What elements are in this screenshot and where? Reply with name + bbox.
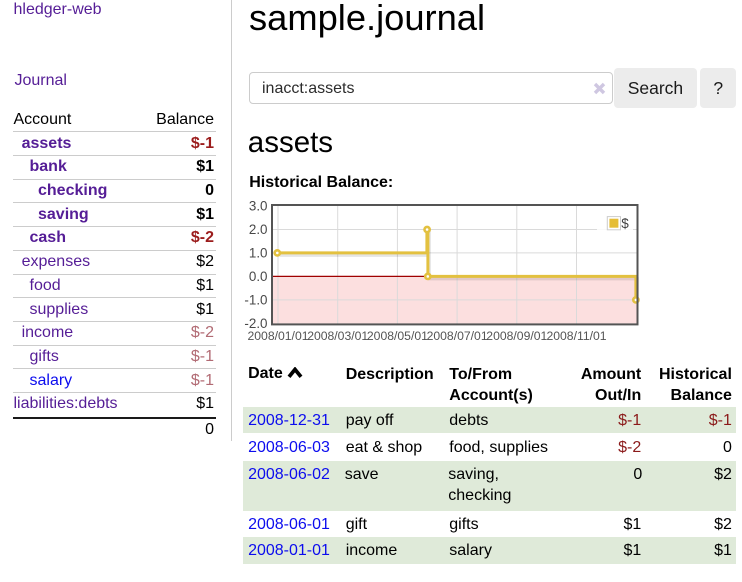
- svg-text:2008/11/01: 2008/11/01: [546, 329, 606, 343]
- svg-text:-2.0: -2.0: [244, 316, 267, 331]
- svg-text:2008/05/01: 2008/05/01: [367, 329, 428, 343]
- svg-text:$: $: [621, 216, 629, 231]
- svg-text:2008/01/01: 2008/01/01: [248, 329, 309, 343]
- svg-text:2.0: 2.0: [249, 222, 268, 237]
- svg-text:2008/03/01: 2008/03/01: [307, 329, 368, 343]
- svg-text:2008/09/01: 2008/09/01: [486, 329, 547, 343]
- svg-text:2008/07/01: 2008/07/01: [427, 329, 488, 343]
- svg-text:3.0: 3.0: [249, 198, 268, 213]
- svg-text:0.0: 0.0: [249, 269, 268, 284]
- svg-text:1.0: 1.0: [249, 245, 268, 260]
- svg-text:-1.0: -1.0: [244, 292, 267, 307]
